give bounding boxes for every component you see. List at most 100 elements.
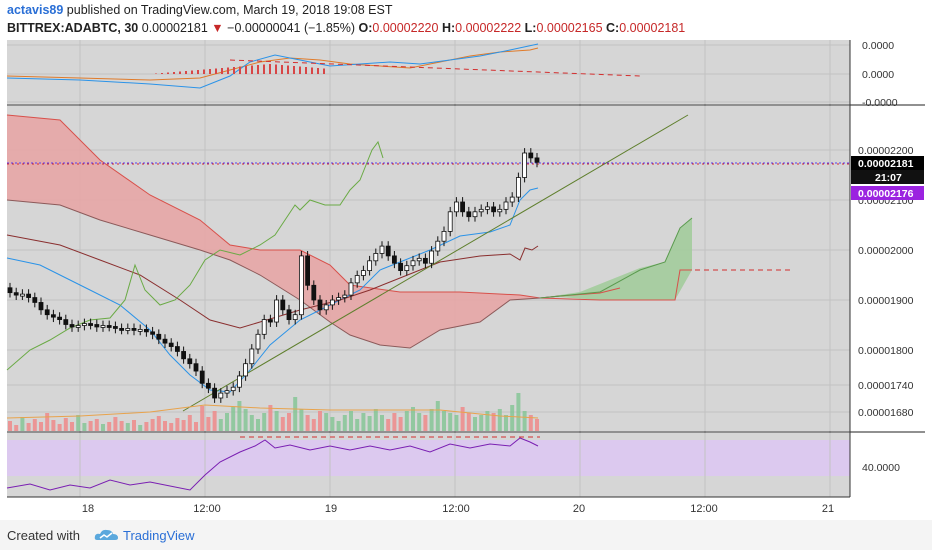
volume-bar xyxy=(522,411,527,431)
volume-bar xyxy=(274,411,279,431)
candle-body xyxy=(323,304,329,311)
volume-bar xyxy=(150,419,155,431)
candle-body xyxy=(422,257,428,264)
volume-bar xyxy=(299,409,304,431)
volume-bar xyxy=(287,413,291,431)
volume-bar xyxy=(535,419,539,431)
volume-bar xyxy=(311,419,316,431)
candle-body xyxy=(416,257,422,262)
candle-body xyxy=(168,342,174,347)
price-tick-label: 0.00001800 xyxy=(858,345,914,357)
candle-body xyxy=(212,387,218,399)
volume-bar xyxy=(39,422,43,431)
price-pane[interactable] xyxy=(7,106,850,431)
rsi-tick-label: 40.0000 xyxy=(862,462,900,474)
volume-bar xyxy=(349,411,353,431)
price-chart[interactable]: 0.000022000.000021000.000020000.00001900… xyxy=(0,0,932,520)
candle-body xyxy=(75,325,81,328)
candle-body xyxy=(292,314,298,321)
volume-bar xyxy=(32,419,37,431)
volume-bar xyxy=(163,421,167,431)
volume-bars xyxy=(6,393,539,431)
candle-body xyxy=(44,309,50,316)
volume-bar xyxy=(101,424,105,431)
candle-body xyxy=(360,270,366,276)
candle-body xyxy=(69,324,75,328)
volume-bar xyxy=(181,420,186,431)
candle-body xyxy=(13,292,19,296)
last-price: 0.00002181 xyxy=(141,21,208,35)
candle-body xyxy=(317,299,323,311)
candle-body xyxy=(354,275,360,284)
volume-bar xyxy=(466,413,471,431)
volume-bar xyxy=(237,401,242,431)
candle-body xyxy=(336,297,342,301)
volume-bar xyxy=(212,411,217,431)
price-tick-label: 0.00002000 xyxy=(858,245,914,257)
macd-indicator xyxy=(6,43,641,89)
candle-body xyxy=(522,152,527,178)
time-tick-label: 20 xyxy=(573,503,585,515)
kijun-price-label: 0.00002176 xyxy=(858,188,914,200)
senkou-span-a-future xyxy=(539,269,692,301)
macd-signal-line xyxy=(6,47,539,81)
volume-bar xyxy=(442,411,446,431)
price-axis[interactable]: 0.000022000.000021000.000020000.00001900… xyxy=(851,40,924,474)
volume-bar xyxy=(268,405,273,431)
candle-body xyxy=(373,253,379,262)
candle-body xyxy=(478,208,484,213)
down-arrow-icon: ▼ xyxy=(211,21,224,35)
volume-bar xyxy=(448,413,453,431)
volume-bar xyxy=(460,407,465,431)
volume-bar xyxy=(14,425,19,431)
candle-body xyxy=(385,245,391,257)
candle-body xyxy=(497,208,503,213)
candle-body xyxy=(305,255,311,286)
time-tick-label: 18 xyxy=(82,503,94,515)
price-tick-label: 0.00002200 xyxy=(858,145,914,157)
candle-body xyxy=(311,284,317,301)
volume-bar xyxy=(280,417,285,431)
candle-body xyxy=(534,157,540,163)
candle-body xyxy=(447,211,453,232)
kijun-price-tag xyxy=(851,186,924,200)
open-label: O: xyxy=(358,21,373,35)
volume-ma-line xyxy=(6,404,539,419)
volume-bar xyxy=(373,409,378,431)
volume-bar xyxy=(132,420,136,431)
symbol-label: BITTREX:ADABTC, 30 xyxy=(7,21,139,35)
candle-body xyxy=(342,294,348,298)
volume-bar xyxy=(113,417,118,431)
rsi-indicator xyxy=(6,436,540,491)
time-tick-label: 12:00 xyxy=(690,503,718,515)
candle-body xyxy=(236,375,242,388)
volume-bar xyxy=(175,418,180,431)
volume-bar xyxy=(51,420,56,431)
countdown-tag xyxy=(851,170,924,184)
macd-tick-label: -0.0000 xyxy=(862,97,898,109)
volume-bar xyxy=(485,411,490,431)
volume-bar xyxy=(20,417,25,431)
rsi-band xyxy=(7,440,850,476)
candle-body xyxy=(218,392,224,399)
low-label: L: xyxy=(524,21,537,35)
time-axis[interactable]: 18 12:00 19 12:00 20 12:00 21 xyxy=(82,503,834,515)
publish-info: actavis89 published on TradingView.com, … xyxy=(7,3,392,17)
volume-bar xyxy=(417,413,422,431)
volume-bar xyxy=(119,421,124,431)
price-tick-label: 0.00001900 xyxy=(858,295,914,307)
price-change: −0.00000041 (−1.85%) xyxy=(227,21,356,35)
candlesticks xyxy=(7,148,540,403)
macd-pane[interactable] xyxy=(7,40,850,104)
volume-bar xyxy=(82,423,87,431)
candle-body xyxy=(181,351,187,360)
candle-body xyxy=(472,211,478,218)
candle-body xyxy=(466,211,472,218)
volume-bar xyxy=(491,413,496,431)
candle-body xyxy=(125,328,131,331)
senkou-span-b xyxy=(6,199,561,349)
tradingview-link[interactable]: TradingView xyxy=(123,528,195,543)
author-link[interactable]: actavis89 xyxy=(7,3,64,17)
volume-bar xyxy=(94,419,99,431)
volume-bar xyxy=(194,422,198,431)
